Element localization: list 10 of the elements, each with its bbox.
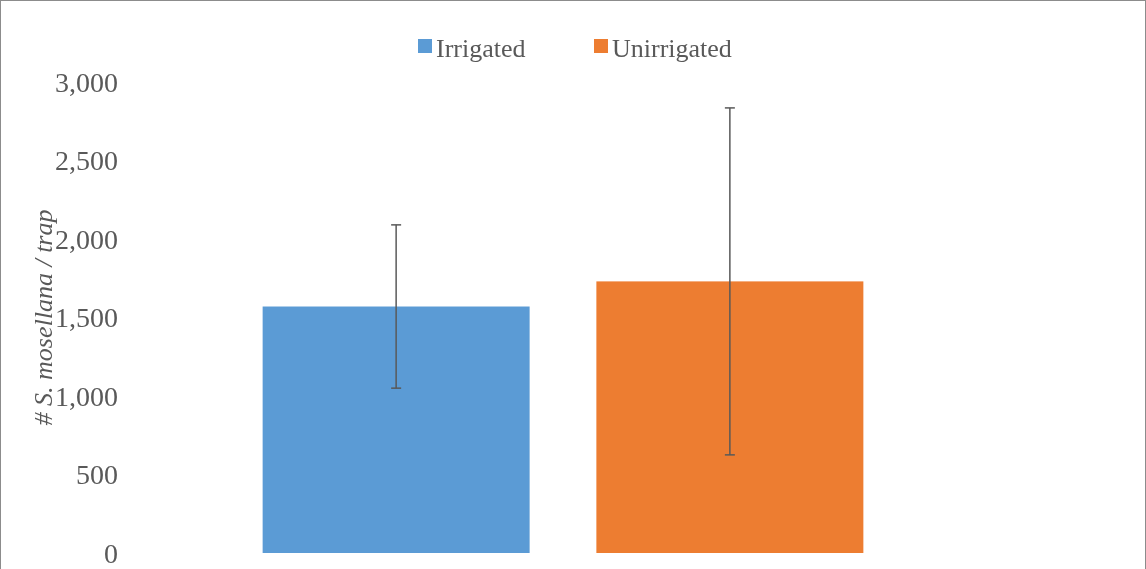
- y-tick-label: 2,500: [55, 145, 118, 177]
- y-tick-label: 0: [104, 537, 118, 569]
- y-tick-label: 500: [76, 459, 118, 491]
- y-tick-label: 2,000: [55, 223, 118, 255]
- legend-label: Irrigated: [436, 34, 526, 64]
- y-tick-label: 3,000: [55, 66, 118, 98]
- legend-label: Unirrigated: [612, 34, 732, 64]
- y-tick-label: 1,500: [55, 302, 118, 334]
- y-tick-label: 1,000: [55, 380, 118, 412]
- y-axis-title: # S. mosellana / trap: [29, 209, 58, 426]
